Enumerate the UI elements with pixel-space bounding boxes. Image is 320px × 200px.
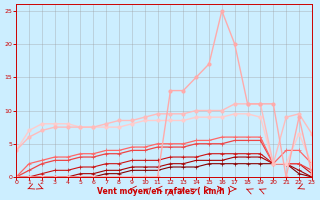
X-axis label: Vent moyen/en rafales ( km/h ): Vent moyen/en rafales ( km/h ) [97,187,231,196]
